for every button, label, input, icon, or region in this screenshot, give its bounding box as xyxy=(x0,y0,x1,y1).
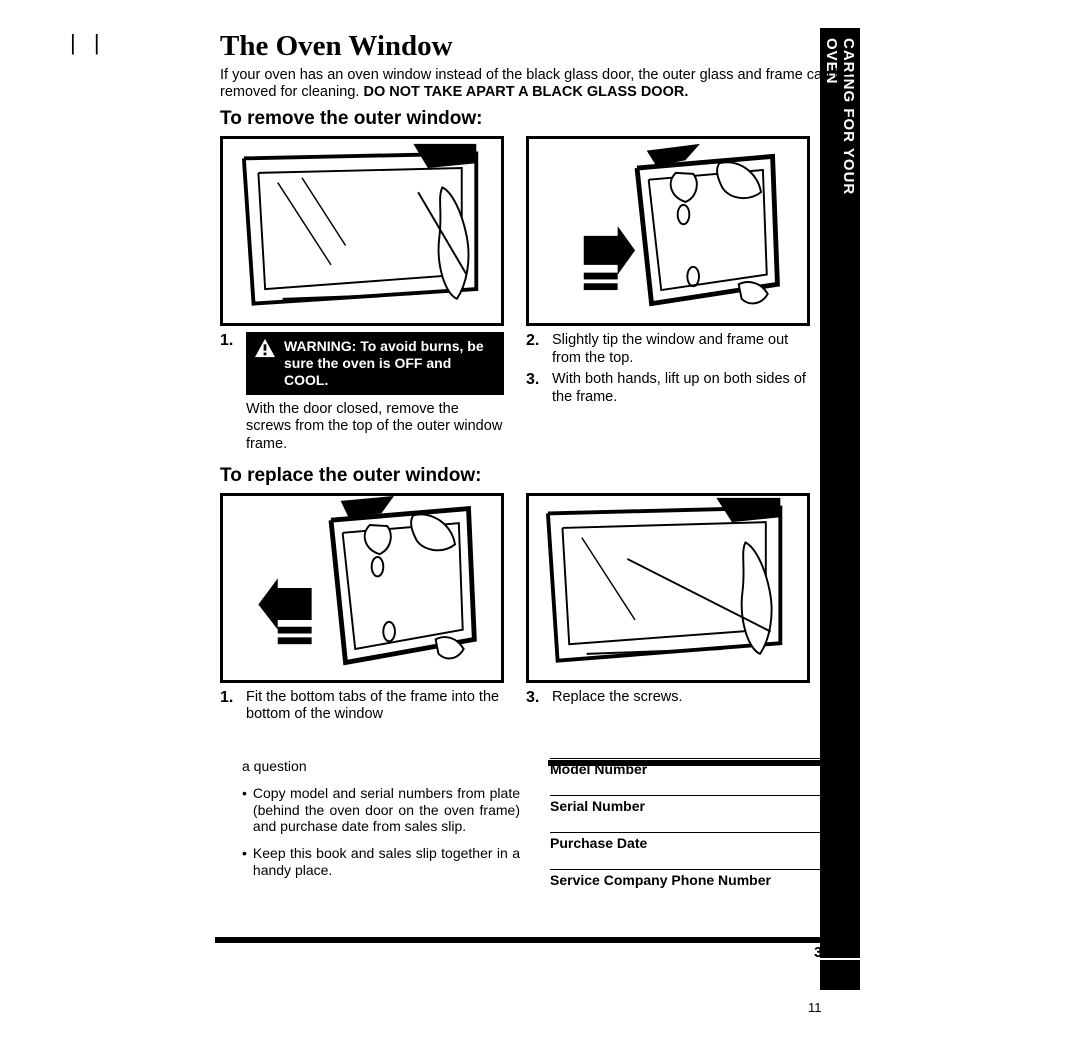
bullet2-text: Keep this book and sales slip together i… xyxy=(253,845,520,879)
warning-text: WARNING: To avoid burns, be sure the ove… xyxy=(284,338,496,388)
model-number-field: Model Number xyxy=(550,758,820,795)
figure-remove-2 xyxy=(526,136,810,326)
replace-step1-text: Fit the bottom tabs of the frame into th… xyxy=(246,689,504,724)
replace-heading: To replace the outer window: xyxy=(220,465,860,487)
remove-step2-text: Slightly tip the window and frame out fr… xyxy=(552,332,810,367)
warning-triangle-icon xyxy=(254,338,276,358)
bullet1-text: Copy model and serial numbers from plate… xyxy=(253,785,520,835)
page-number-main: 11 xyxy=(808,1000,822,1015)
right-margin-bar-ext xyxy=(820,960,860,990)
bullet-icon: • xyxy=(242,845,247,879)
remove-heading: To remove the outer window: xyxy=(220,108,860,130)
intro-warning: DO NOT TAKE APART A BLACK GLASS DOOR. xyxy=(363,84,688,100)
serial-number-field: Serial Number xyxy=(550,795,820,832)
bottom-bar xyxy=(215,937,820,943)
page-title: The Oven Window xyxy=(220,30,860,63)
page-number-small: 3 xyxy=(814,944,822,961)
question-fragment: a question xyxy=(242,758,520,775)
remove-step1-text: With the door closed, remove the screws … xyxy=(246,401,504,453)
remove-step3-text: With both hands, lift up on both sides o… xyxy=(552,371,810,406)
service-phone-field: Service Company Phone Number xyxy=(550,869,820,906)
figure-remove-1 xyxy=(220,136,504,326)
intro-paragraph: If your oven has an oven window instead … xyxy=(220,67,860,100)
replace-step3-text: Replace the screws. xyxy=(552,689,683,707)
remove-step3-num: 3. xyxy=(526,371,544,406)
bullet-icon: • xyxy=(242,785,247,835)
purchase-date-field: Purchase Date xyxy=(550,832,820,869)
figure-replace-1 xyxy=(220,493,504,683)
replace-step3-num: 3. xyxy=(526,689,544,707)
replace-step1-num: 1. xyxy=(220,689,238,724)
scan-marks: | | xyxy=(70,30,106,56)
remove-step2-num: 2. xyxy=(526,332,544,367)
warning-box: WARNING: To avoid burns, be sure the ove… xyxy=(246,332,504,394)
remove-step1-num: 1. xyxy=(220,332,238,453)
figure-replace-3 xyxy=(526,493,810,683)
